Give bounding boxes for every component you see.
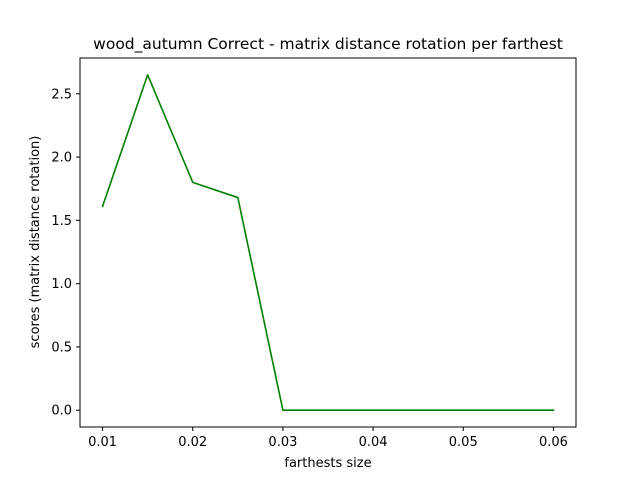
y-tick-label: 0.5	[51, 340, 72, 355]
y-tick-label: 2.5	[51, 87, 72, 102]
axes-frame	[79, 57, 577, 428]
x-axis-ticks: 0.01 0.02 0.03 0.04 0.05 0.06	[88, 427, 568, 450]
x-tick-label: 0.03	[268, 435, 297, 450]
plot-area	[79, 57, 577, 428]
y-axis-ticks: 0.0 0.5 1.0 1.5 2.0 2.5	[51, 87, 80, 419]
y-tick-label: 0.0	[51, 404, 72, 419]
x-tick-label: 0.02	[178, 435, 207, 450]
series-line-0	[101, 73, 555, 412]
x-tick-label: 0.04	[359, 435, 388, 450]
x-tick-label: 0.01	[88, 435, 117, 450]
y-tick-label: 1.0	[51, 277, 72, 292]
x-tick-label: 0.05	[449, 435, 478, 450]
y-tick-label: 2.0	[51, 151, 72, 166]
y-axis-label: scores (matrix distance rotation)	[28, 136, 43, 349]
y-tick-label: 1.5	[51, 214, 72, 229]
x-axis-label: farthests size	[284, 456, 371, 471]
chart-title: wood_autumn Correct - matrix distance ro…	[93, 35, 563, 54]
x-tick-label: 0.06	[539, 435, 568, 450]
